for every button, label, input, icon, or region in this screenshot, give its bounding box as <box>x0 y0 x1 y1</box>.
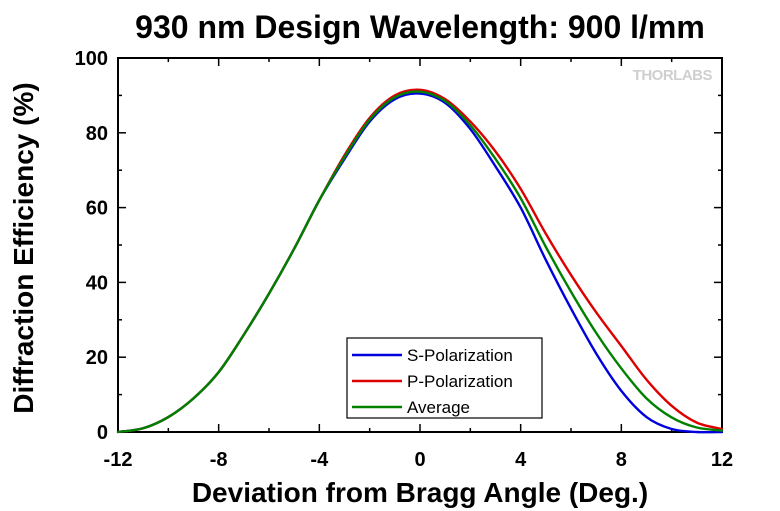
legend-label-average: Average <box>407 398 470 417</box>
tick-labels: -12 -8 -4 0 4 8 12 0 20 40 60 80 100 <box>75 48 734 471</box>
legend-label-s-polarization: S-Polarization <box>407 346 513 365</box>
legend: S-Polarization P-Polarization Average <box>346 337 543 419</box>
x-tick-label: -8 <box>210 449 228 471</box>
x-tick-label: 0 <box>414 449 425 471</box>
x-tick-label: 4 <box>515 449 527 471</box>
legend-label-p-polarization: P-Polarization <box>407 372 513 391</box>
y-axis-label: Diffraction Efficiency (%) <box>8 82 39 413</box>
y-tick-label: 100 <box>75 48 108 70</box>
y-tick-label: 80 <box>86 123 108 145</box>
x-axis-label: Deviation from Bragg Angle (Deg.) <box>192 477 648 508</box>
legend-items: S-Polarization P-Polarization Average <box>352 346 513 417</box>
series-lines <box>116 88 724 434</box>
y-tick-label: 20 <box>86 347 108 369</box>
thorlabs-watermark: THORLABS <box>633 67 713 84</box>
y-tick-label: 40 <box>86 272 108 294</box>
legend-box <box>346 337 543 419</box>
x-tick-label: -12 <box>104 449 133 471</box>
chart-title: 930 nm Design Wavelength: 900 l/mm <box>135 9 705 45</box>
y-tick-label: 60 <box>86 198 108 220</box>
x-tick-label: 12 <box>711 449 733 471</box>
x-tick-label: -4 <box>310 449 329 471</box>
y-tick-label: 0 <box>97 422 108 444</box>
x-tick-label: 8 <box>616 449 627 471</box>
series-line-average <box>116 90 724 434</box>
